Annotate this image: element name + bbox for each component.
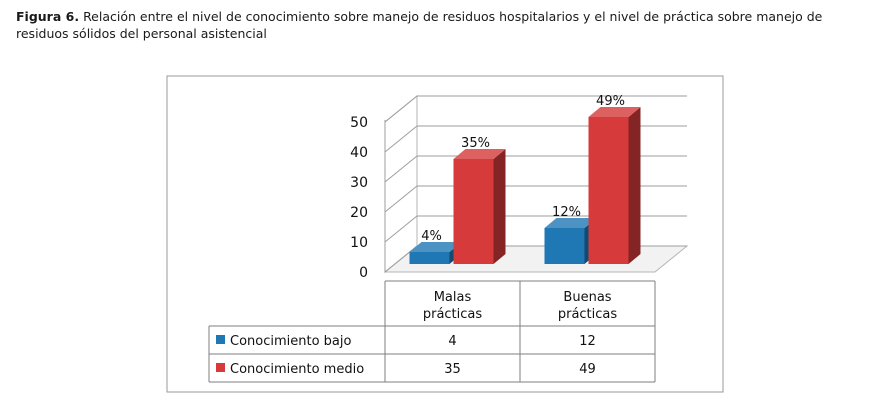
table-cell-value: 35 bbox=[444, 362, 461, 377]
bar bbox=[588, 117, 629, 264]
y-tick-label: 30 bbox=[350, 175, 368, 191]
legend-swatch bbox=[216, 363, 225, 372]
gridline bbox=[384, 95, 687, 123]
data-label: 12% bbox=[552, 205, 581, 220]
x-category-label: Malas bbox=[434, 290, 472, 305]
figure-label: Figura 6. bbox=[16, 9, 80, 24]
data-label: 35% bbox=[461, 136, 490, 151]
bars: 4% 35% 12% 49% bbox=[409, 94, 641, 264]
y-tick-label: 50 bbox=[350, 115, 368, 131]
table-cell-value: 49 bbox=[579, 362, 596, 377]
figure-caption: Figura 6. Relación entre el nivel de con… bbox=[16, 8, 876, 42]
chart-side-wall bbox=[384, 94, 418, 274]
bar-top bbox=[588, 107, 641, 117]
figure-caption-text: Relación entre el nivel de conocimiento … bbox=[16, 9, 823, 41]
y-tick-label: 10 bbox=[350, 235, 368, 251]
x-category-label: prácticas bbox=[423, 307, 483, 322]
bar bbox=[409, 252, 450, 264]
y-tick-label: 20 bbox=[350, 205, 368, 221]
legend-label: Conocimiento medio bbox=[230, 362, 364, 377]
y-axis-ticks: 0 10 20 30 40 50 bbox=[350, 115, 368, 281]
bar bbox=[544, 228, 585, 264]
data-label: 49% bbox=[596, 94, 625, 109]
y-tick-label: 0 bbox=[359, 265, 368, 281]
bar-top bbox=[544, 218, 597, 228]
x-category-label: prácticas bbox=[558, 307, 618, 322]
legend-label: Conocimiento bajo bbox=[230, 334, 352, 349]
bar-top bbox=[453, 149, 506, 159]
bar-top bbox=[409, 242, 462, 252]
table-cell-value: 4 bbox=[448, 334, 456, 349]
bar-side bbox=[628, 107, 641, 264]
table-cell-value: 12 bbox=[579, 334, 596, 349]
data-table: Malas prácticas Buenas prácticas Conocimient… bbox=[208, 280, 656, 383]
y-tick-label: 40 bbox=[350, 145, 368, 161]
bar bbox=[453, 159, 494, 264]
legend-swatch bbox=[216, 335, 225, 344]
bar-side bbox=[493, 149, 506, 264]
x-category-label: Buenas bbox=[563, 290, 611, 305]
data-label: 4% bbox=[421, 229, 442, 244]
